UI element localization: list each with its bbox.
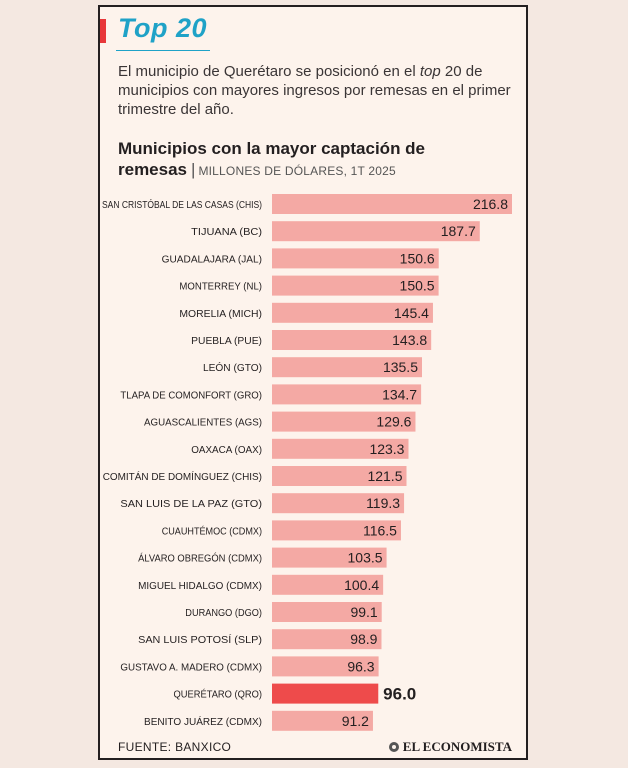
intro-text: El municipio de Querétaro se posicionó e… — [118, 62, 513, 119]
infographic-card: Top 20 El municipio de Querétaro se posi… — [98, 5, 528, 760]
category-label-cuauhtemoc-cdmx: CUAUHTÉMOC (CDMX) — [162, 524, 262, 537]
bar-cuauhtemoc-cdmx — [272, 520, 401, 541]
title-underline — [116, 50, 210, 51]
value-label-comitan-de-dominguez-chis: 121.5 — [367, 468, 402, 484]
category-label-guadalajara-jal: GUADALAJARA (JAL) — [162, 254, 262, 265]
bar-oaxaca-oax — [272, 438, 409, 459]
category-label-san-cristobal-de-las-casas-chis: SAN CRISTÓBAL DE LAS CASAS (CHIS) — [102, 198, 262, 211]
bar-chart: SAN CRISTÓBAL DE LAS CASAS (CHIS) 216.8 TI… — [102, 194, 512, 731]
bar-puebla-pue — [272, 330, 432, 350]
bar-durango-dgo — [272, 602, 382, 622]
category-label-alvaro-obregon-cdmx: ÁLVARO OBREGÓN (CDMX) — [138, 552, 262, 565]
chart-title: Municipios con la mayor captación de rem… — [118, 139, 426, 179]
value-label-durango-dgo: 99.1 — [350, 604, 377, 620]
value-label-puebla-pue: 143.8 — [392, 332, 427, 348]
bar-san-luis-potosi-slp — [272, 629, 382, 650]
chart-subtitle: MILLONES DE DÓLARES, 1T 2025 — [198, 164, 396, 178]
title-separator: | — [191, 160, 196, 179]
value-label-san-cristobal-de-las-casas-chis: 216.8 — [473, 196, 508, 212]
value-label-morelia-mich: 145.4 — [394, 305, 429, 321]
bar-aguascalientes-ags — [272, 411, 416, 432]
intro-text-emphasis: top — [419, 63, 441, 80]
chart-title-block: Municipios con la mayor captación de rem… — [118, 138, 518, 182]
value-label-monterrey-nl: 150.5 — [400, 278, 435, 294]
category-label-san-luis-de-la-paz-gto: SAN LUIS DE LA PAZ (GTO) — [120, 499, 262, 510]
bar-san-cristobal-de-las-casas-chis — [272, 194, 512, 214]
bar-queretaro-qro — [272, 683, 379, 704]
category-label-tijuana-bc: TIJUANA (BC) — [191, 227, 262, 238]
category-label-monterrey-nl: MONTERREY (NL) — [179, 282, 262, 293]
bar-gustavo-a-madero-cdmx — [272, 656, 379, 677]
value-label-benito-juarez-cdmx: 91.2 — [342, 713, 369, 729]
value-label-miguel-hidalgo-cdmx: 100.4 — [344, 577, 379, 593]
bar-benito-juarez-cdmx — [272, 710, 373, 731]
bar-monterrey-nl — [272, 275, 439, 296]
category-label-aguascalientes-ags: AGUASCALIENTES (AGS) — [144, 418, 262, 429]
value-label-san-luis-potosi-slp: 98.9 — [350, 631, 377, 647]
value-label-leon-gto: 135.5 — [383, 359, 418, 375]
value-label-aguascalientes-ags: 129.6 — [376, 414, 411, 430]
value-label-tijuana-bc: 187.7 — [441, 223, 476, 239]
bar-leon-gto — [272, 357, 422, 378]
value-label-oaxaca-oax: 123.3 — [369, 441, 404, 457]
accent-bar — [100, 19, 106, 43]
source-note: FUENTE: BANXICO — [118, 740, 232, 754]
bar-san-luis-de-la-paz-gto — [272, 493, 405, 514]
category-label-san-luis-potosi-slp: SAN LUIS POTOSÍ (SLP) — [138, 633, 262, 646]
bar-tijuana-bc — [272, 221, 480, 242]
value-label-tlapa-de-comonfort-gro: 134.7 — [382, 386, 417, 402]
bar-tlapa-de-comonfort-gro — [272, 384, 422, 405]
publisher-name: EL ECONOMISTA — [402, 739, 512, 754]
category-label-gustavo-a-madero-cdmx: GUSTAVO A. MADERO (CDMX) — [120, 662, 262, 673]
category-label-benito-juarez-cdmx: BENITO JUÁREZ (CDMX) — [144, 715, 262, 728]
category-label-morelia-mich: MORELIA (MICH) — [179, 309, 262, 320]
category-label-comitan-de-dominguez-chis: COMITÁN DE DOMÍNGUEZ (CHIS) — [103, 470, 262, 483]
badge-title: Top 20 — [118, 13, 208, 43]
value-label-cuauhtemoc-cdmx: 116.5 — [363, 522, 397, 538]
category-label-leon-gto: LEÓN (GTO) — [203, 361, 262, 374]
value-label-queretaro-qro: 96.0 — [383, 685, 416, 704]
value-label-guadalajara-jal: 150.6 — [400, 250, 435, 266]
category-label-oaxaca-oax: OAXACA (OAX) — [191, 445, 262, 456]
intro-text-pre: El municipio de Querétaro se posicionó e… — [118, 63, 420, 80]
publisher-logo: EL ECONOMISTA — [388, 739, 512, 755]
logo-mark-icon — [388, 742, 399, 752]
value-label-alvaro-obregon-cdmx: 103.5 — [348, 550, 383, 566]
bar-guadalajara-jal — [272, 248, 439, 269]
bar-alvaro-obregon-cdmx — [272, 547, 387, 568]
category-label-queretaro-qro: QUERÉTARO (QRO) — [174, 688, 263, 701]
intro-text-post: 20 de municipios con mayores ingresos po… — [118, 63, 511, 118]
bar-comitan-de-dominguez-chis — [272, 466, 407, 486]
value-label-san-luis-de-la-paz-gto: 119.3 — [366, 495, 400, 511]
bar-morelia-mich — [272, 302, 433, 323]
category-label-puebla-pue: PUEBLA (PUE) — [191, 336, 262, 347]
bar-miguel-hidalgo-cdmx — [272, 574, 384, 595]
category-label-tlapa-de-comonfort-gro: TLAPA DE COMONFORT (GRO) — [120, 390, 262, 401]
category-label-miguel-hidalgo-cdmx: MIGUEL HIDALGO (CDMX) — [138, 581, 262, 592]
category-label-durango-dgo: DURANGO (DGO) — [185, 608, 262, 619]
value-label-gustavo-a-madero-cdmx: 96.3 — [347, 658, 374, 674]
